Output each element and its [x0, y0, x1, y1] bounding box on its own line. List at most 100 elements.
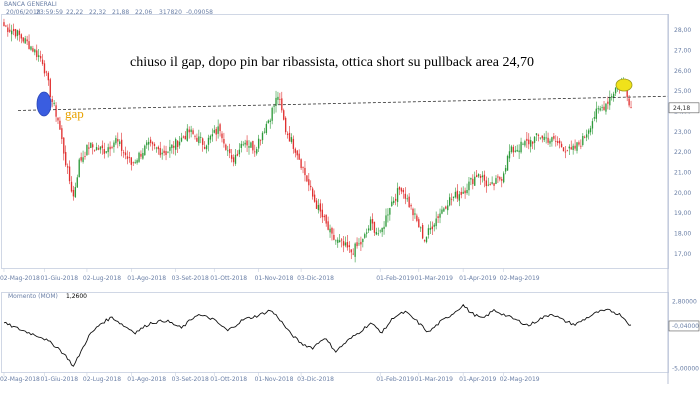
candle-body — [294, 148, 296, 153]
momentum-y-axis: 2,80000 -5,00000 — [672, 299, 699, 373]
candle-body — [76, 177, 78, 188]
candle-body — [373, 221, 376, 233]
candle-body — [377, 233, 379, 235]
last-price-value: 24,18 — [673, 105, 690, 112]
candle-body — [533, 136, 536, 143]
candle-body — [59, 120, 61, 130]
candle-body — [352, 253, 354, 255]
candle-body — [124, 152, 127, 156]
candle-body — [539, 137, 542, 139]
candle-body — [155, 147, 158, 149]
x-tick-label: 01-Nov-2018 — [255, 275, 294, 282]
candle-body — [495, 178, 497, 184]
candle-body — [340, 239, 343, 241]
header-open: 22,22 — [66, 9, 83, 16]
candle-body — [159, 148, 161, 156]
candle-body — [327, 221, 329, 230]
candle-body — [516, 149, 518, 152]
candle-body — [20, 34, 23, 39]
candle-body — [246, 140, 248, 146]
header-volume: 317820 — [159, 9, 182, 16]
candle-body — [512, 146, 515, 153]
candle-body — [109, 146, 111, 150]
candle-body — [234, 154, 237, 164]
resistance-line — [17, 95, 669, 111]
candle-body — [70, 181, 73, 192]
candle-body — [254, 151, 256, 153]
candle-body — [501, 179, 503, 181]
candle-body — [557, 141, 559, 143]
candle-body — [348, 245, 351, 247]
candle-body — [271, 107, 273, 121]
candle-body — [149, 139, 152, 143]
x-tick-label: 02-Mag-2019 — [500, 275, 540, 282]
x-tick-label: 03-Dic-2018 — [297, 376, 334, 383]
candle-body — [184, 135, 187, 140]
candle-body — [628, 98, 630, 106]
candle-body — [360, 241, 362, 245]
momentum-last-box — [668, 320, 700, 332]
candle-body — [537, 134, 540, 136]
candle-body — [506, 155, 509, 171]
candle-body — [443, 208, 445, 212]
momentum-x-axis: 02-Mag-2018 01-Giu-2018 02-Lug-2018 01-Ago-… — [0, 372, 540, 383]
candle-body — [136, 160, 138, 163]
candle-body — [128, 157, 131, 158]
candle-body — [404, 193, 406, 199]
x-tick-label: 03-Set-2018 — [172, 275, 209, 282]
candle-body — [22, 37, 24, 42]
candle-body — [464, 190, 466, 194]
candle-body — [499, 177, 501, 180]
candle-body — [607, 101, 609, 104]
candle-body — [95, 147, 98, 150]
last-price-box — [668, 102, 700, 114]
candle-body — [547, 137, 549, 143]
candle-body — [416, 215, 418, 221]
candle-body — [448, 197, 451, 206]
candle-body — [248, 146, 250, 148]
candle-body — [402, 189, 405, 193]
x-tick-label: 02-Lug-2018 — [83, 376, 121, 383]
candle-body — [163, 150, 165, 153]
candle-body — [591, 121, 594, 129]
x-tick-label: 02-Lug-2018 — [83, 275, 121, 282]
candle-body — [140, 153, 142, 157]
candle-body — [593, 117, 596, 119]
momentum-y-tick: 2,80000 — [672, 299, 697, 306]
candle-body — [456, 190, 459, 199]
candle-body — [371, 218, 374, 224]
candle-body — [520, 141, 522, 153]
candle-body — [279, 99, 281, 100]
candle-body — [408, 196, 410, 208]
candle-body — [188, 129, 190, 133]
candle-body — [14, 29, 17, 37]
candle-body — [589, 128, 592, 133]
candle-body — [626, 87, 628, 98]
header-change: -0,09058 — [186, 9, 213, 16]
candle-body — [396, 188, 399, 203]
header-close: 22,06 — [135, 9, 152, 16]
candle-body — [105, 151, 107, 153]
candle-body — [605, 103, 607, 112]
candle-body — [630, 107, 632, 108]
candle-body — [53, 102, 55, 105]
candle-body — [147, 141, 150, 145]
candle-body — [24, 38, 26, 44]
candle-body — [530, 140, 532, 147]
candle-body — [252, 140, 254, 151]
candle-body — [487, 184, 489, 186]
candle-body — [86, 144, 88, 156]
candle-body — [385, 215, 387, 227]
candle-body — [576, 142, 578, 151]
candle-body — [190, 129, 192, 132]
price-y-tick: 18,00 — [674, 230, 691, 237]
candle-body — [389, 208, 391, 215]
candle-body — [462, 191, 464, 194]
momentum-y-tick: -5,00000 — [672, 365, 699, 372]
candle-body — [93, 149, 96, 151]
x-tick-label: 01-Ott-2018 — [210, 275, 247, 282]
candle-body — [47, 72, 50, 81]
candle-body — [466, 189, 468, 194]
price-x-axis: 02-Mag-2018 01-Giu-2018 02-Lug-2018 01-Ago-… — [0, 268, 540, 282]
